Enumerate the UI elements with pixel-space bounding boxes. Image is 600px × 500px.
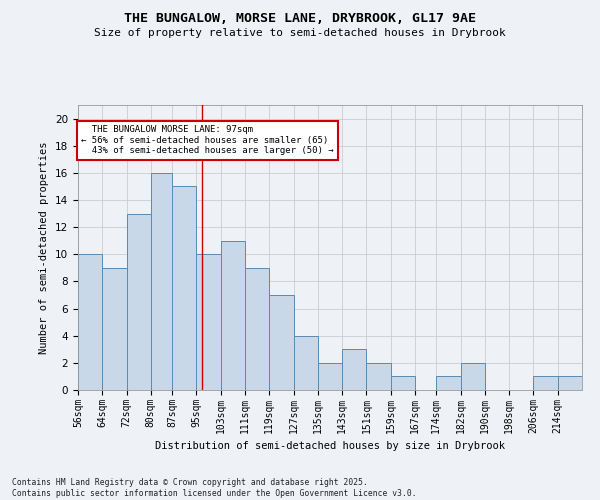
Bar [293,336,318,390]
Y-axis label: Number of semi-detached properties: Number of semi-detached properties [40,141,49,354]
Text: Contains HM Land Registry data © Crown copyright and database right 2025.
Contai: Contains HM Land Registry data © Crown c… [12,478,416,498]
Bar [558,376,582,390]
X-axis label: Distribution of semi-detached houses by size in Drybrook: Distribution of semi-detached houses by … [155,441,505,451]
Text: THE BUNGALOW, MORSE LANE, DRYBROOK, GL17 9AE: THE BUNGALOW, MORSE LANE, DRYBROOK, GL17… [124,12,476,26]
Bar [245,268,269,390]
Bar [533,376,558,390]
Bar [151,173,172,390]
Bar [436,376,461,390]
Bar [172,186,196,390]
Bar [342,350,367,390]
Text: THE BUNGALOW MORSE LANE: 97sqm
← 56% of semi-detached houses are smaller (65)
  : THE BUNGALOW MORSE LANE: 97sqm ← 56% of … [81,126,334,155]
Bar [221,240,245,390]
Bar [318,363,342,390]
Text: Size of property relative to semi-detached houses in Drybrook: Size of property relative to semi-detach… [94,28,506,38]
Bar [127,214,151,390]
Bar [102,268,127,390]
Bar [391,376,415,390]
Bar [196,254,221,390]
Bar [461,363,485,390]
Bar [78,254,102,390]
Bar [367,363,391,390]
Bar [269,295,293,390]
